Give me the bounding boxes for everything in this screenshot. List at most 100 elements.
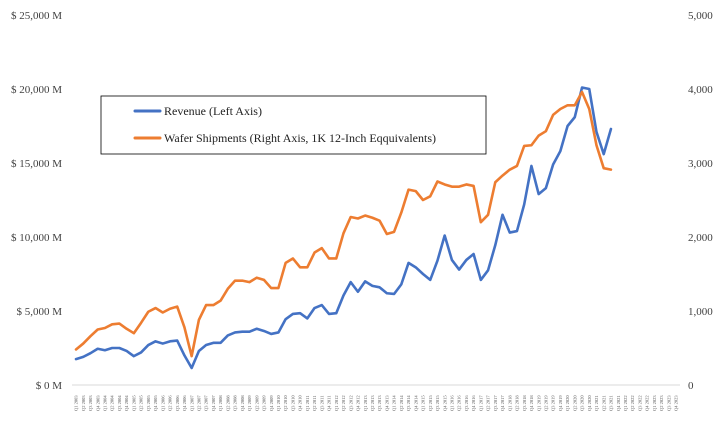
- data-point-wafer-shipments: [458, 186, 460, 188]
- x-tick-label: Q4 2014: [413, 395, 418, 411]
- data-point-revenue: [234, 331, 236, 334]
- data-point-wafer-shipments: [270, 287, 272, 289]
- legend-label-wafer-shipments: Wafer Shipments (Right Axis, 1K 12-Inch …: [164, 131, 436, 145]
- data-point-wafer-shipments: [118, 322, 120, 325]
- x-tick-label: Q3 2017: [493, 395, 498, 411]
- x-tick-label: Q3 2010: [290, 395, 295, 411]
- x-tick-label: Q1 2022: [623, 395, 628, 411]
- x-tick-label: Q4 2016: [471, 395, 476, 411]
- x-tick-label: Q1 2010: [276, 395, 281, 411]
- x-tick-label: Q3 2004: [117, 395, 122, 411]
- data-point-wafer-shipments: [227, 288, 229, 290]
- data-point-revenue: [154, 340, 157, 342]
- left-tick-label: $ 10,000 M: [11, 232, 62, 244]
- x-tick-label: Q1 2008: [218, 395, 223, 411]
- data-point-revenue: [523, 203, 525, 206]
- data-point-wafer-shipments: [205, 304, 207, 306]
- data-point-revenue: [357, 291, 359, 293]
- x-tick-label: Q4 2009: [269, 395, 274, 411]
- data-point-revenue: [588, 88, 590, 90]
- data-point-wafer-shipments: [82, 342, 84, 345]
- right-tick-label: 5,000: [688, 10, 713, 22]
- data-point-wafer-shipments: [595, 144, 598, 146]
- legend-item-wafer-shipments: Wafer Shipments (Right Axis, 1K 12-Inch …: [133, 131, 436, 145]
- x-tick-label: Q2 2021: [601, 395, 606, 411]
- x-tick-label: Q4 2010: [298, 395, 303, 411]
- data-point-revenue: [400, 283, 402, 285]
- data-point-wafer-shipments: [501, 174, 504, 177]
- data-point-wafer-shipments: [566, 104, 569, 106]
- data-point-revenue: [545, 187, 547, 189]
- x-tick-label: Q4 2004: [124, 395, 129, 411]
- data-point-wafer-shipments: [436, 180, 439, 183]
- data-point-wafer-shipments: [111, 323, 113, 325]
- data-point-revenue: [371, 285, 373, 287]
- data-point-wafer-shipments: [386, 233, 388, 235]
- x-tick-label: Q4 2019: [558, 395, 563, 411]
- x-tick-label: Q1 2013: [363, 395, 368, 411]
- data-point-wafer-shipments: [357, 217, 359, 220]
- data-point-revenue: [212, 342, 214, 344]
- data-point-revenue: [313, 307, 316, 309]
- x-tick-label: Q3 2007: [204, 395, 209, 411]
- data-point-wafer-shipments: [451, 186, 453, 188]
- x-tick-label: Q1 2011: [305, 396, 310, 411]
- data-point-wafer-shipments: [581, 91, 583, 93]
- data-point-revenue: [480, 279, 482, 281]
- x-tick-label: Q2 2004: [110, 395, 115, 411]
- x-tick-label: Q1 2015: [421, 395, 426, 411]
- x-tick-label: Q3 2016: [464, 395, 469, 411]
- data-point-revenue: [285, 318, 287, 320]
- data-point-wafer-shipments: [183, 326, 186, 328]
- data-point-revenue: [429, 279, 431, 281]
- x-tick-label: Q3 2006: [175, 395, 180, 411]
- x-tick-label: Q1 2004: [103, 395, 108, 411]
- data-point-wafer-shipments: [277, 287, 280, 289]
- data-point-wafer-shipments: [603, 167, 605, 169]
- x-tick-label: Q1 2012: [334, 395, 339, 411]
- x-tick-label: Q3 2012: [348, 395, 353, 411]
- right-tick-label: 1,000: [688, 306, 713, 318]
- data-point-revenue: [133, 355, 135, 357]
- x-tick-label: Q3 2011: [319, 396, 324, 411]
- data-point-revenue: [386, 292, 388, 294]
- data-point-revenue: [89, 352, 92, 354]
- data-point-revenue: [104, 349, 106, 351]
- x-tick-label: Q2 2016: [457, 395, 462, 411]
- data-point-wafer-shipments: [472, 185, 475, 187]
- x-tick-label: Q2 2007: [196, 395, 201, 411]
- x-tick-label: Q3 2019: [551, 395, 556, 411]
- data-point-wafer-shipments: [133, 332, 135, 334]
- x-axis: Q1 2003 Q2 2003 Q3 2003 Q4 2003 Q1 2004 Q2 20…: [74, 395, 679, 411]
- data-point-revenue: [487, 269, 489, 271]
- data-point-wafer-shipments: [97, 328, 99, 331]
- data-point-wafer-shipments: [530, 144, 533, 146]
- data-point-revenue: [198, 350, 200, 352]
- data-point-revenue: [595, 131, 598, 133]
- x-tick-label: Q3 2022: [637, 395, 642, 411]
- left-tick-label: $ 5,000 M: [16, 306, 62, 318]
- x-tick-label: Q4 2011: [327, 396, 332, 411]
- data-point-wafer-shipments: [263, 279, 265, 281]
- data-point-revenue: [126, 350, 128, 352]
- data-point-wafer-shipments: [299, 266, 301, 268]
- data-point-wafer-shipments: [407, 189, 410, 191]
- data-point-revenue: [256, 328, 258, 330]
- legend-label-revenue: Revenue (Left Axis): [164, 104, 262, 118]
- data-point-revenue: [321, 304, 323, 306]
- x-tick-label: Q2 2014: [399, 395, 404, 411]
- x-tick-label: Q1 2018: [507, 395, 512, 411]
- data-point-wafer-shipments: [176, 305, 178, 308]
- x-tick-label: Q1 2006: [160, 395, 165, 411]
- x-tick-label: Q3 2018: [522, 395, 527, 411]
- x-tick-label: Q1 2021: [594, 395, 599, 411]
- x-tick-label: Q4 2021: [616, 395, 621, 411]
- data-point-wafer-shipments: [400, 211, 402, 214]
- x-tick-label: Q3 2023: [666, 395, 671, 411]
- data-point-wafer-shipments: [588, 108, 590, 110]
- left-tick-label: $ 20,000 M: [11, 84, 62, 96]
- data-point-wafer-shipments: [104, 327, 106, 329]
- data-point-wafer-shipments: [559, 108, 561, 110]
- data-point-wafer-shipments: [154, 307, 157, 309]
